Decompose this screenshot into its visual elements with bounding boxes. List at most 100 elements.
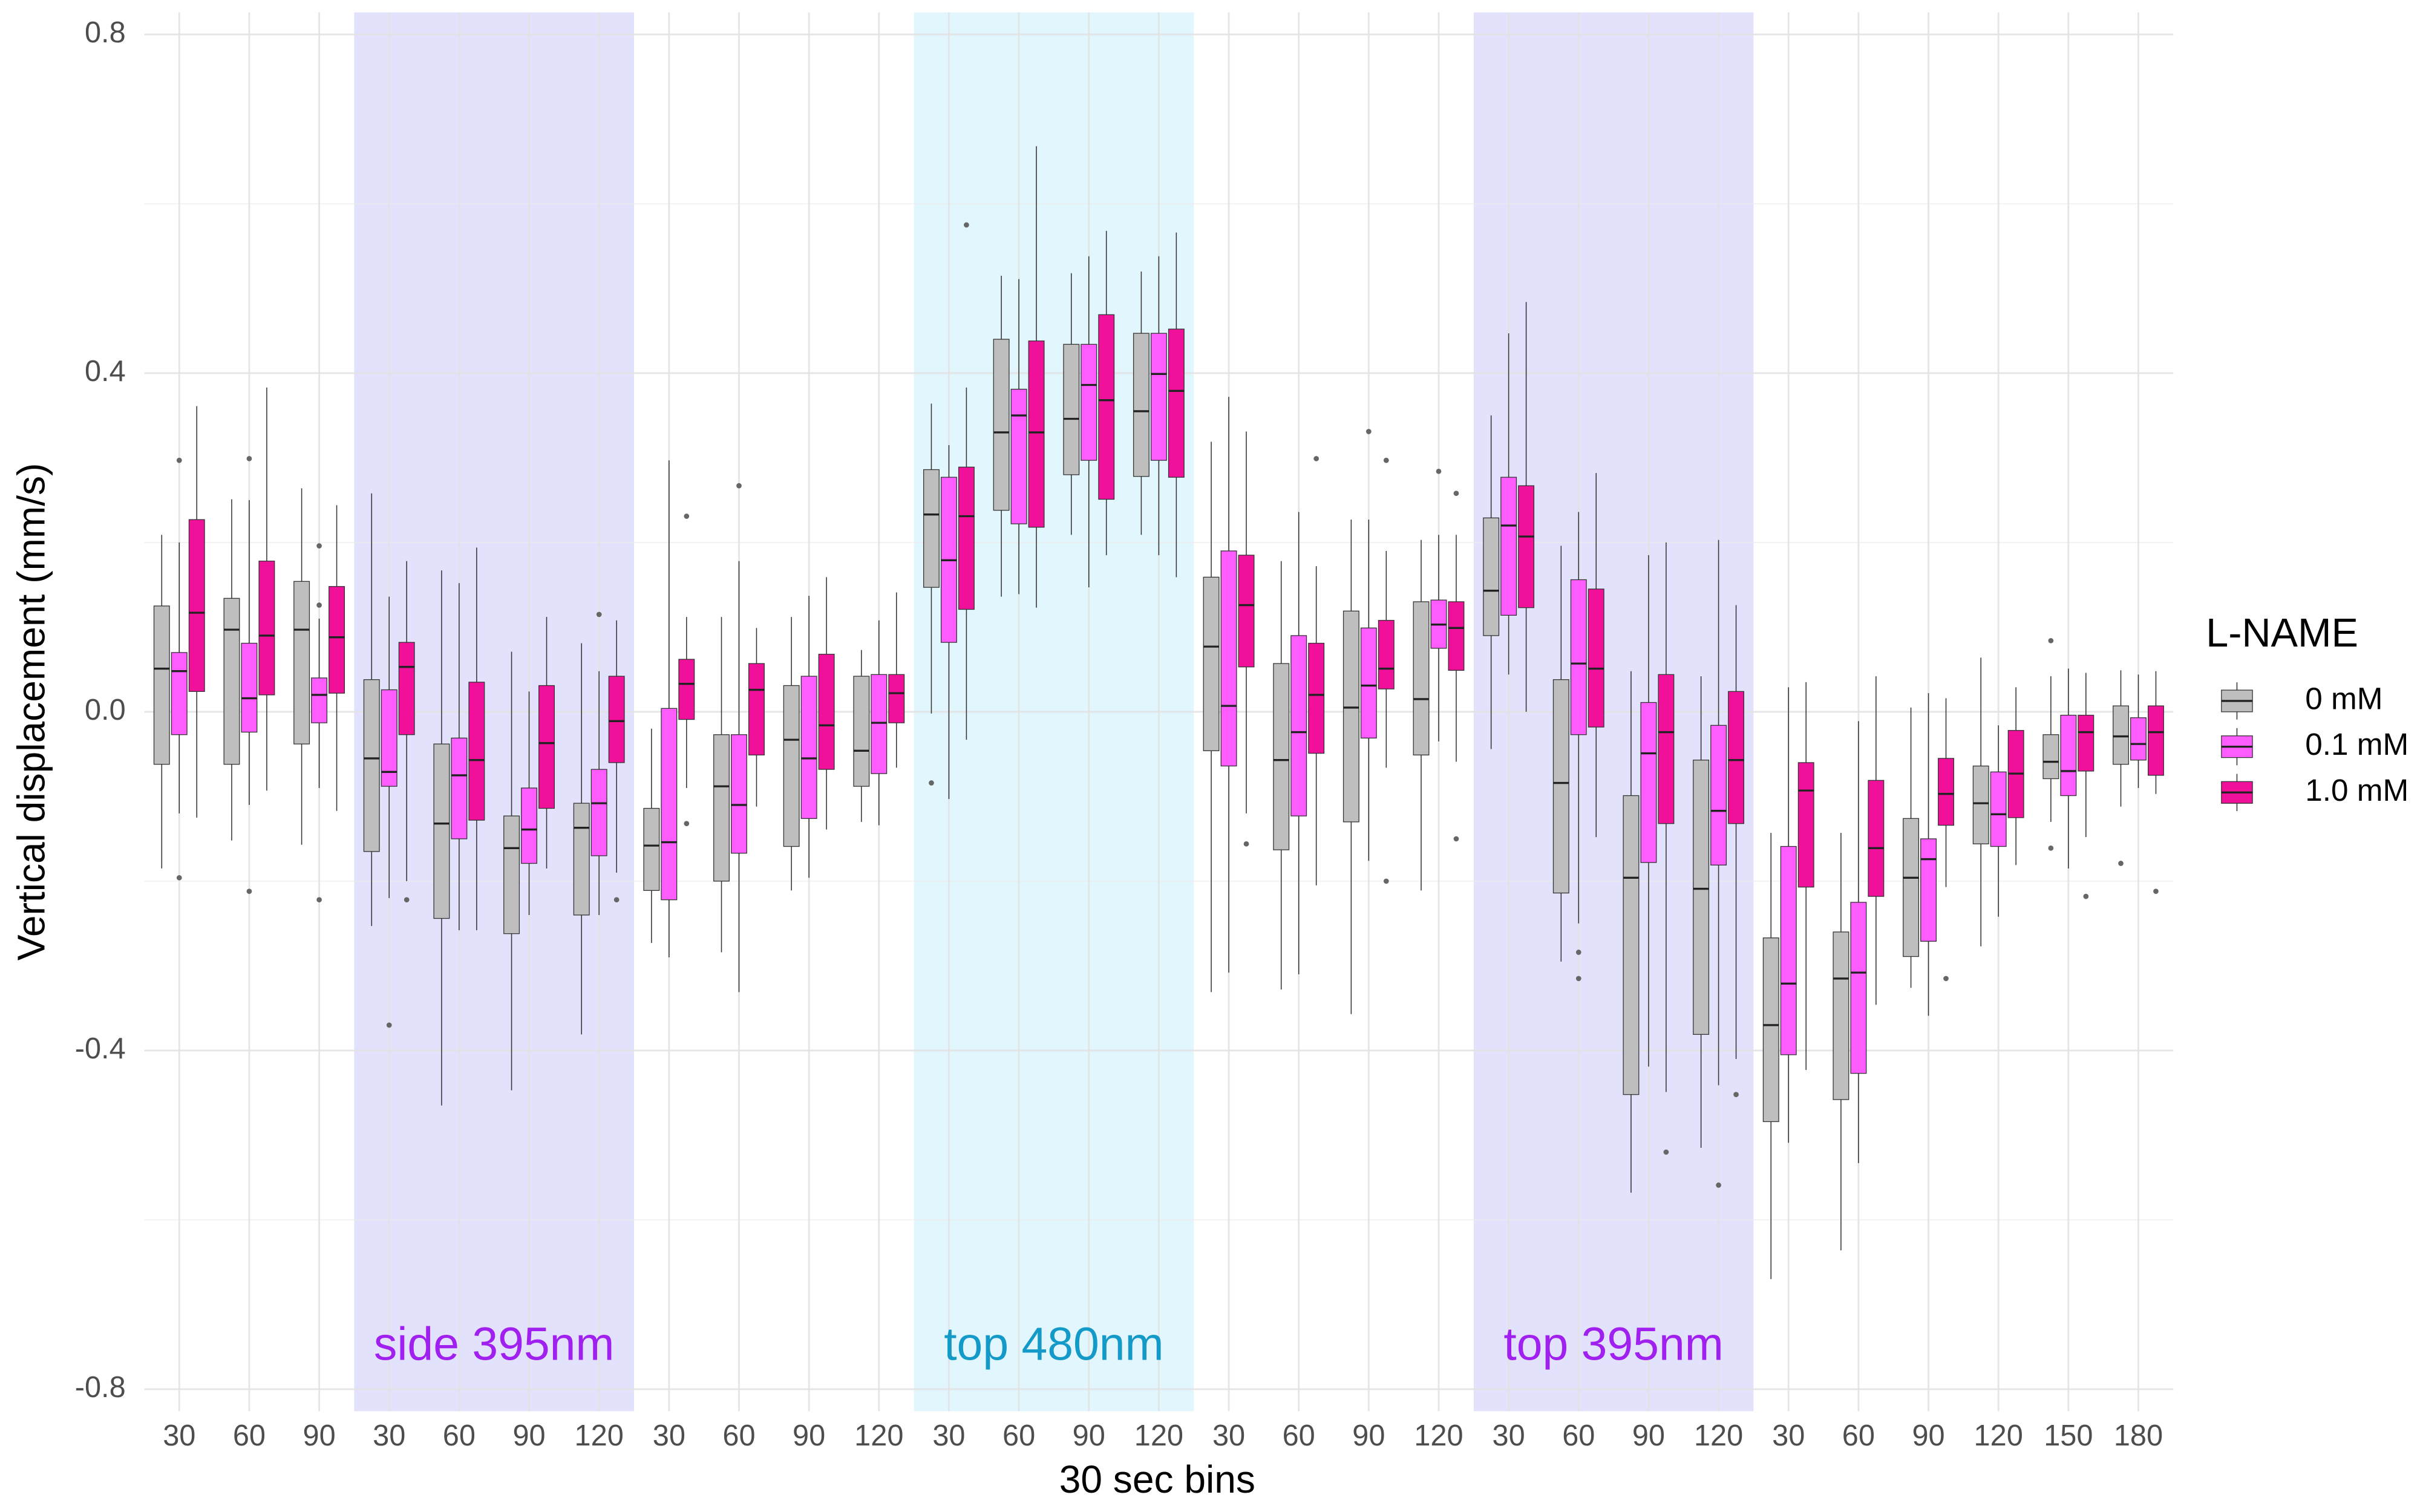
outlier xyxy=(404,897,410,903)
box xyxy=(1588,588,1604,728)
x-tick-label: 120 xyxy=(1694,1419,1743,1452)
box xyxy=(1868,780,1885,897)
box xyxy=(1658,674,1675,824)
outlier xyxy=(2048,637,2054,644)
x-tick-label: 120 xyxy=(1974,1419,2023,1452)
outlier xyxy=(246,455,252,461)
box xyxy=(1938,758,1954,826)
x-tick-label: 120 xyxy=(575,1419,624,1452)
box xyxy=(1780,846,1797,1055)
box xyxy=(1220,550,1237,767)
outlier xyxy=(316,543,322,549)
box xyxy=(468,682,485,821)
box xyxy=(2130,717,2147,761)
y-tick-label: -0.8 xyxy=(75,1371,126,1404)
x-tick-label: 150 xyxy=(2044,1419,2093,1452)
outlier xyxy=(2118,861,2124,866)
outlier xyxy=(386,1022,392,1028)
outlier xyxy=(1453,836,1459,842)
box xyxy=(573,803,590,916)
box xyxy=(503,815,520,934)
box xyxy=(1903,818,1920,957)
legend-label: 0 mM xyxy=(2305,682,2382,716)
legend-label: 0.1 mM xyxy=(2305,727,2409,761)
region-label: side 395nm xyxy=(374,1318,615,1370)
x-tick-label: 90 xyxy=(1073,1419,1105,1452)
x-tick-label: 120 xyxy=(1414,1419,1463,1452)
outlier xyxy=(1383,878,1389,884)
box xyxy=(1623,795,1640,1095)
box xyxy=(1273,663,1290,850)
y-axis-title: Vertical displacement (mm/s) xyxy=(9,463,53,961)
outlier xyxy=(684,513,690,519)
box xyxy=(923,469,940,588)
box xyxy=(713,734,730,882)
box xyxy=(608,676,625,763)
box xyxy=(293,581,310,745)
x-tick-label: 60 xyxy=(1283,1419,1315,1452)
box xyxy=(363,679,380,852)
box xyxy=(888,674,905,723)
box xyxy=(1728,691,1745,824)
x-tick-label: 30 xyxy=(163,1419,195,1452)
box xyxy=(398,642,415,735)
box xyxy=(1238,555,1255,668)
box xyxy=(451,737,468,839)
x-tick-label: 30 xyxy=(1772,1419,1805,1452)
box xyxy=(1010,388,1027,524)
x-tick-label: 90 xyxy=(512,1419,545,1452)
box xyxy=(1098,314,1115,500)
box xyxy=(748,663,765,755)
box xyxy=(1378,620,1395,689)
outlier xyxy=(176,457,182,463)
outlier xyxy=(1243,841,1249,847)
outlier xyxy=(246,888,252,894)
x-tick-label: 30 xyxy=(1493,1419,1525,1452)
box xyxy=(1500,477,1517,616)
x-tick-label: 60 xyxy=(722,1419,755,1452)
outlier xyxy=(736,483,742,489)
outlier xyxy=(1943,976,1949,982)
box xyxy=(993,339,1010,511)
box xyxy=(153,605,170,765)
box xyxy=(2078,714,2095,772)
box xyxy=(1693,760,1710,1035)
box xyxy=(381,689,397,787)
region-label: top 395nm xyxy=(1503,1318,1723,1370)
box xyxy=(1308,642,1325,754)
x-tick-label: 90 xyxy=(302,1419,335,1452)
box xyxy=(1710,725,1727,865)
box xyxy=(1570,579,1587,735)
outlier xyxy=(2083,893,2089,899)
outlier xyxy=(1716,1182,1721,1188)
box xyxy=(1552,679,1569,894)
x-tick-label: 60 xyxy=(443,1419,476,1452)
box xyxy=(171,652,188,735)
box xyxy=(1762,937,1779,1123)
x-tick-label: 90 xyxy=(1352,1419,1385,1452)
outlier xyxy=(613,897,620,903)
y-tick-label: 0.8 xyxy=(85,16,126,49)
x-tick-label: 120 xyxy=(854,1419,903,1452)
box xyxy=(590,769,607,856)
box xyxy=(678,659,695,720)
outlier xyxy=(2153,888,2159,894)
box xyxy=(1133,333,1150,477)
box xyxy=(2060,714,2077,797)
outlier xyxy=(1575,950,1581,955)
y-tick-label: 0.4 xyxy=(85,355,126,388)
box xyxy=(871,674,888,774)
x-tick-label: 90 xyxy=(1912,1419,1944,1452)
box xyxy=(311,677,328,723)
x-tick-label: 180 xyxy=(2114,1419,2163,1452)
box xyxy=(1081,344,1097,461)
x-tick-label: 90 xyxy=(793,1419,825,1452)
y-tick-label: 0.0 xyxy=(85,694,126,726)
box xyxy=(958,466,975,610)
box xyxy=(241,642,258,733)
outlier xyxy=(964,222,969,228)
box xyxy=(643,807,660,891)
x-tick-label: 30 xyxy=(373,1419,405,1452)
outlier xyxy=(1663,1149,1669,1155)
box xyxy=(1342,610,1359,823)
